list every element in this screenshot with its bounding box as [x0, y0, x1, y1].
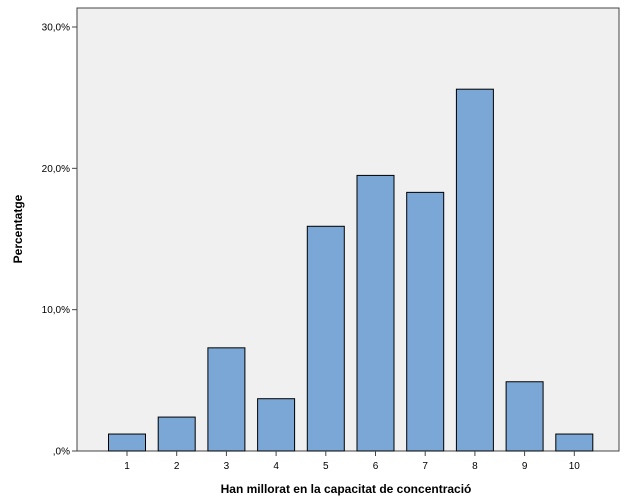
x-tick-label: 3 [224, 461, 230, 472]
y-axis-title: Percentatge [11, 194, 25, 263]
bar-6 [356, 174, 395, 452]
x-tick-label: 5 [323, 461, 329, 472]
y-axis: ,0% 10,0% 20,0% 30,0% [42, 23, 77, 458]
bar-2 [157, 416, 196, 452]
x-tick-label: 4 [273, 461, 279, 472]
x-tick-label: 1 [124, 461, 130, 472]
y-tick-label: 20,0% [42, 164, 70, 175]
x-tick-label: 6 [373, 461, 379, 472]
bars-group [108, 88, 594, 452]
y-tick-label: ,0% [53, 447, 70, 458]
x-axis: 1 2 3 4 5 6 7 8 9 10 [124, 451, 580, 472]
x-tick-label: 8 [472, 461, 478, 472]
bar-10 [555, 433, 594, 452]
x-axis-title: Han millorat en la capacitat de concentr… [221, 482, 472, 496]
y-tick-label: 30,0% [42, 23, 70, 34]
x-tick-label: 10 [569, 461, 581, 472]
y-tick-label: 10,0% [42, 305, 70, 316]
bar-3 [207, 347, 246, 452]
x-tick-label: 2 [174, 461, 180, 472]
x-tick-label: 7 [422, 461, 428, 472]
x-tick-label: 9 [522, 461, 528, 472]
plot-area [76, 7, 620, 452]
bar-9 [505, 381, 544, 452]
bar-7 [406, 191, 445, 452]
bar-1 [108, 433, 146, 452]
bar-5 [306, 225, 345, 452]
bar-4 [257, 398, 296, 452]
bar-8 [455, 88, 494, 452]
